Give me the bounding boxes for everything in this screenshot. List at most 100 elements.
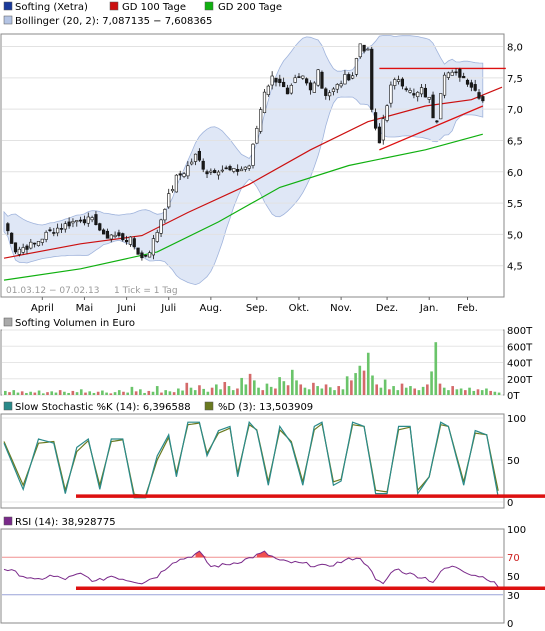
volume-bar [151, 391, 155, 395]
candle [121, 233, 125, 241]
candle [128, 236, 133, 245]
candle [201, 160, 205, 170]
price-tick-label: 8,0 [507, 43, 523, 54]
legend-swatch-rsi [3, 516, 13, 526]
trendline [379, 105, 484, 151]
volume-bar [189, 387, 193, 395]
volume-bar [400, 383, 404, 395]
stoch-tick-label: 50 [507, 456, 520, 467]
volume-bar [459, 388, 463, 395]
volume-bar [240, 377, 243, 395]
volume-bar [143, 392, 146, 395]
volume-bar [350, 380, 353, 395]
candle [90, 217, 94, 221]
candle [308, 82, 313, 91]
volume-bar [58, 390, 62, 395]
volume-bar [265, 383, 269, 395]
volume-bar [307, 389, 311, 395]
candle [79, 219, 83, 222]
volume-bar [202, 388, 205, 395]
volume-bar [50, 391, 54, 395]
candle [259, 109, 263, 132]
volume-bar [409, 386, 412, 395]
volume-bar [274, 388, 277, 395]
stoch-panel-frame [0, 413, 505, 509]
candle [71, 221, 75, 224]
rsi-tick-label: 30 [507, 591, 520, 602]
volume-bar [253, 380, 256, 395]
month-label: Jan. [419, 303, 439, 314]
legend-swatch-stoch-d [204, 401, 214, 411]
volume-bar [261, 390, 265, 395]
candle [377, 126, 382, 144]
candle [343, 74, 347, 85]
candle [17, 248, 21, 255]
candle [381, 118, 385, 141]
volume-bar [54, 392, 58, 395]
candle [373, 112, 378, 129]
volume-bar [147, 390, 151, 395]
stoch-tick-label: 100 [507, 414, 526, 425]
month-label: Juni [116, 303, 135, 314]
candle [243, 166, 247, 170]
legend-swatch-gd200 [204, 1, 214, 11]
candle [458, 69, 462, 78]
candle [56, 227, 60, 234]
price-tick-label: 4,5 [507, 262, 523, 273]
volume-bar [303, 387, 307, 395]
volume-bar [442, 387, 446, 395]
candle [21, 247, 25, 253]
rsi-plot: 0 30 50 70 100 [2, 525, 545, 630]
volume-bar [155, 386, 159, 395]
volume-bar [126, 392, 130, 395]
volume-bar [139, 389, 142, 395]
volume-bar [177, 388, 180, 395]
volume-bar [316, 386, 319, 395]
volume-bar [320, 388, 324, 395]
price-plot: 4,5 5,0 5,5 6,0 6,5 7,0 7,5 8,0 [2, 35, 523, 286]
candle [216, 171, 221, 176]
volume-bar [122, 391, 125, 395]
candle [140, 252, 144, 259]
volume-bar [210, 387, 214, 395]
candle [370, 48, 374, 110]
candle [102, 229, 106, 235]
candle [186, 165, 190, 177]
candle [462, 76, 466, 79]
rsi-line [3, 550, 499, 588]
candle [98, 223, 102, 231]
volume-bar [37, 390, 41, 395]
volume-bar [168, 391, 172, 395]
candle [358, 43, 362, 58]
volume-bar [341, 389, 345, 395]
date-range-label: 01.03.12 − 07.02.13 [6, 286, 99, 296]
candle [423, 87, 427, 98]
volume-bar [248, 373, 252, 395]
candle [404, 88, 408, 91]
legend-price-label: Softing (Xetra) [15, 2, 88, 13]
candle [289, 84, 293, 94]
candle [44, 231, 48, 240]
volume-bar [164, 390, 167, 395]
candle [113, 234, 117, 237]
candle [174, 174, 178, 193]
candle [151, 238, 156, 256]
volume-bar [438, 383, 442, 395]
volume-bar [434, 342, 438, 395]
volume-bar [358, 365, 362, 395]
candle [163, 209, 167, 221]
volume-tick-label: 0T [507, 391, 520, 402]
volume-bar [96, 391, 100, 395]
candle [331, 88, 336, 92]
volume-bar [362, 370, 366, 395]
volume-bar [269, 386, 273, 395]
candle [270, 75, 274, 86]
volume-bar [345, 376, 349, 395]
volume-bar [464, 390, 467, 395]
candle [446, 72, 450, 78]
volume-bar [468, 387, 471, 395]
volume-bar [193, 390, 197, 395]
month-axis: April Mai Juni Juli Aug. Sep. Okt. Nov. Dez. Jan.… [31, 297, 478, 314]
candle [190, 161, 194, 165]
